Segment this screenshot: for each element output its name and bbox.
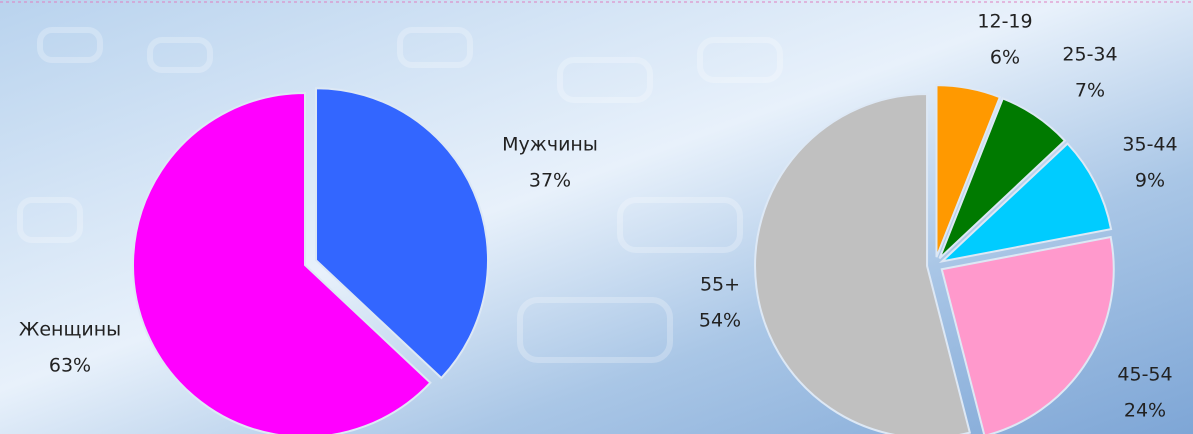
pie-slice — [935, 84, 1002, 258]
slice-value-label: 54% — [699, 310, 741, 332]
slice-value-label: 6% — [990, 47, 1020, 69]
slice-label: 55+ — [700, 274, 740, 296]
slice-label: 25-34 — [1062, 44, 1117, 66]
pie-slice — [940, 235, 1115, 434]
slice-label: Женщины — [19, 319, 121, 341]
slice-value-label: 24% — [1124, 400, 1166, 422]
pie-slice — [315, 87, 490, 380]
slice-label: 35-44 — [1122, 134, 1177, 156]
slice-value-label: 7% — [1075, 80, 1105, 102]
slice-value-label: 9% — [1135, 170, 1165, 192]
pie-slice — [938, 97, 1067, 260]
pie-slice — [754, 93, 972, 434]
slice-label: 45-54 — [1117, 364, 1172, 386]
pie-slice — [132, 91, 432, 434]
background-digits — [17, 27, 783, 363]
slice-value-label: 37% — [529, 170, 571, 192]
pie-slice — [938, 142, 1113, 263]
slice-label: Мужчины — [502, 134, 598, 156]
slice-value-label: 63% — [49, 355, 91, 377]
slice-label: 12-19 — [977, 11, 1032, 33]
